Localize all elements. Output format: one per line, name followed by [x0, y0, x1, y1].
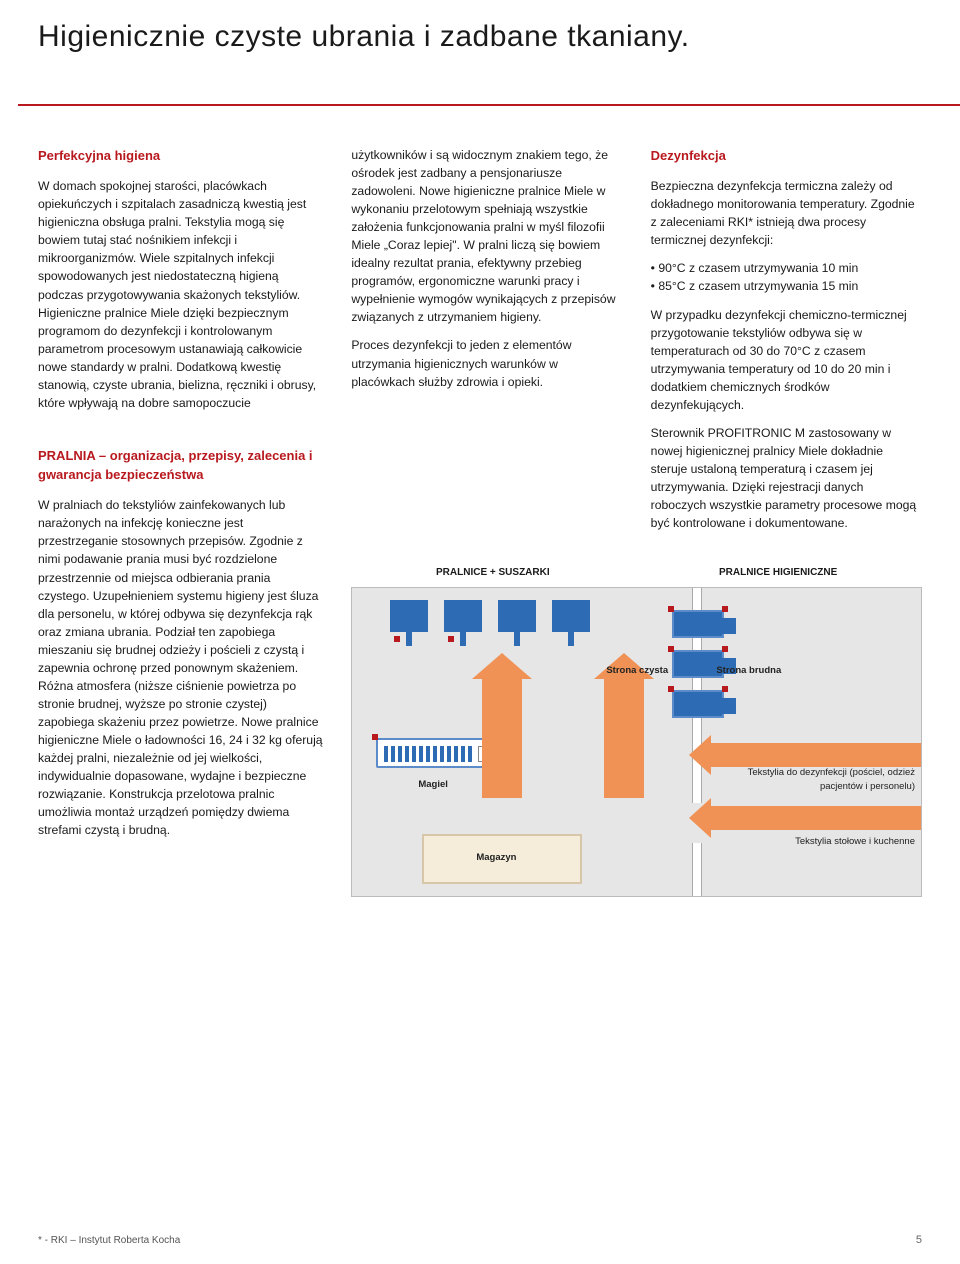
label-magiel: Magiel: [418, 778, 448, 792]
hyg-2-red-l: [668, 646, 674, 652]
col1-p1: W domach spokojnej starości, placówkach …: [38, 177, 323, 412]
col3-p2: W przypadku dezynfekcji chemiczno-termic…: [651, 306, 922, 414]
red-divider: [18, 104, 960, 106]
label-pralnice-higieniczne: PRALNICE HIGIENICZNE: [719, 566, 837, 581]
column-2-3-wrap: użytkowników i są widocznym znakiem tego…: [351, 146, 922, 897]
hyg-1-red-l: [668, 606, 674, 612]
arrow-up-2: [604, 678, 644, 798]
label-strona-czysta: Strona czysta: [606, 664, 668, 678]
col2-p1: użytkowników i są widocznym znakiem tego…: [351, 146, 622, 326]
hyg-1-handle: [722, 618, 736, 634]
label-tekstylia-stol: Tekstylia stołowe i kuchenne: [705, 835, 915, 849]
arrow-stolowe-head: [689, 798, 711, 838]
col3-p1: Bezpieczna dezynfekcja termiczna zależy …: [651, 177, 922, 249]
hyg-3-red-r: [722, 686, 728, 692]
machine-1-dot: [394, 636, 400, 642]
label-magazyn: Magazyn: [476, 851, 516, 865]
machine-3: [498, 600, 536, 632]
arrow-dezynfekcja: [711, 743, 921, 767]
diagram-canvas: Magiel Magazyn Strona czysta Strona brud…: [351, 587, 922, 897]
hyg-1-red-r: [722, 606, 728, 612]
column-3: Dezynfekcja Bezpieczna dezynfekcja termi…: [651, 146, 922, 542]
hyg-machine-1: [672, 610, 724, 638]
col1-p2: W pralniach do tekstyliów zainfekowanych…: [38, 496, 323, 839]
machine-2-dot: [448, 636, 454, 642]
machine-1: [390, 600, 428, 632]
hyg-3-red-l: [668, 686, 674, 692]
bullet-2: 85°C z czasem utrzymywania 15 min: [651, 277, 922, 295]
arrow-stolowe: [711, 806, 921, 830]
footnote: * - RKI – Instytut Roberta Kocha: [38, 1235, 180, 1246]
hyg-machine-3: [672, 690, 724, 718]
col3-head: Dezynfekcja: [651, 146, 922, 165]
laundry-diagram: PRALNICE + SUSZARKI PRALNICE HIGIENICZNE: [351, 566, 922, 897]
page-title: Higienicznie czyste ubrania i zadbane tk…: [38, 20, 922, 54]
bullet-1: 90°C z czasem utrzymywania 10 min: [651, 259, 922, 277]
magiel-inner: [384, 746, 474, 762]
arrow-up-1: [482, 678, 522, 798]
diagram-top-labels: PRALNICE + SUSZARKI PRALNICE HIGIENICZNE: [351, 566, 922, 581]
label-pralnice-suszarki: PRALNICE + SUSZARKI: [436, 566, 550, 581]
col1-head2: PRALNIA – organizacja, przepisy, zalecen…: [38, 446, 323, 484]
label-strona-brudna: Strona brudna: [716, 664, 781, 678]
col3-bullets: 90°C z czasem utrzymywania 10 min 85°C z…: [651, 259, 922, 295]
machine-1-leg: [406, 632, 412, 646]
machine-3-leg: [514, 632, 520, 646]
col3-p3: Sterownik PROFITRONIC M zastosowany w no…: [651, 424, 922, 532]
column-2: użytkowników i są widocznym znakiem tego…: [351, 146, 622, 542]
hyg-2-red-r: [722, 646, 728, 652]
machine-4-leg: [568, 632, 574, 646]
content-columns: Perfekcyjna higiena W domach spokojnej s…: [38, 146, 922, 897]
magiel-red-l: [372, 734, 378, 740]
machine-2-leg: [460, 632, 466, 646]
hyg-3-handle: [722, 698, 736, 714]
machine-4: [552, 600, 590, 632]
column-1: Perfekcyjna higiena W domach spokojnej s…: [38, 146, 323, 897]
page-number: 5: [916, 1234, 922, 1246]
col1-head: Perfekcyjna higiena: [38, 146, 323, 165]
label-tekstylia-dez: Tekstylia do dezynfekcji (pościel, odzie…: [705, 766, 915, 794]
col2-p2: Proces dezynfekcji to jeden z elementów …: [351, 336, 622, 390]
arrow-up-1-head: [472, 653, 532, 679]
magiel-machine: [376, 738, 496, 768]
machine-2: [444, 600, 482, 632]
